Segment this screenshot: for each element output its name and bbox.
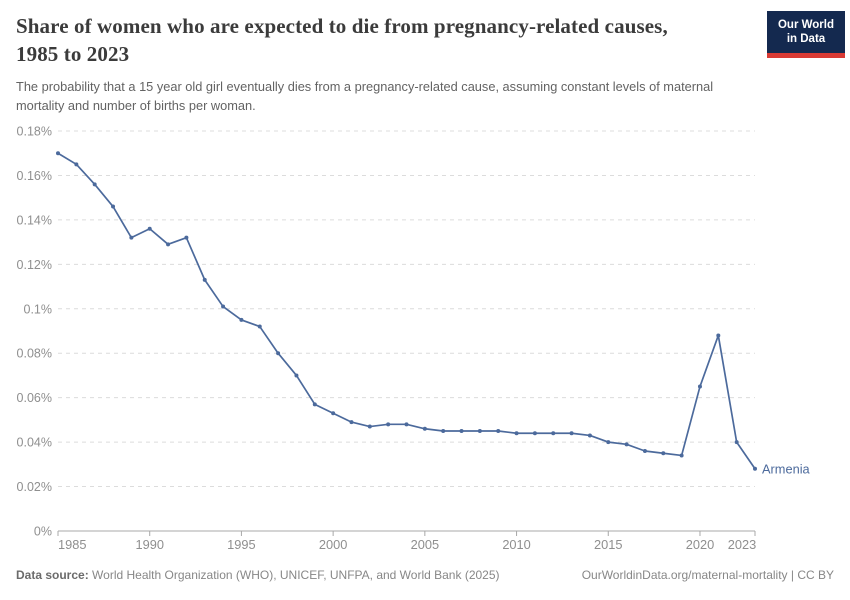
y-axis-tick-label: 0.06%	[17, 391, 52, 405]
data-point	[697, 384, 702, 389]
data-point	[496, 429, 501, 433]
x-axis-tick-label: 2000	[319, 537, 347, 552]
entity-label: Armenia	[762, 461, 811, 476]
data-point	[753, 466, 757, 471]
y-axis-tick-label: 0.12%	[17, 258, 52, 272]
data-point	[642, 449, 647, 453]
owid-logo-line1: Our World	[777, 19, 834, 31]
data-point	[257, 324, 262, 329]
y-axis-tick-label: 0.02%	[17, 480, 52, 494]
data-point	[587, 433, 592, 438]
data-point	[294, 373, 299, 378]
data-point	[624, 442, 629, 447]
data-point	[441, 429, 446, 433]
x-axis-tick-label: 2015	[594, 537, 622, 552]
data-source-note: Data source: World Health Organization (…	[16, 568, 500, 584]
data-point	[74, 162, 79, 167]
page-title: Share of women who are expected to die f…	[16, 14, 668, 66]
data-point	[532, 431, 537, 436]
data-point	[551, 431, 556, 436]
y-axis-tick-label: 0.16%	[17, 169, 52, 183]
data-point	[184, 235, 189, 240]
y-axis-tick-label: 0.18%	[17, 125, 52, 139]
line-chart: 0% 0.02% 0.04% 0.06% 0.08% 0.1% 0.12% 0.14% 0.16…	[17, 125, 811, 553]
x-axis-tick-label: 1995	[227, 537, 255, 552]
x-axis-tick-label: 1990	[135, 537, 163, 552]
x-axis-tick-label: 2005	[411, 537, 439, 552]
data-point	[422, 426, 427, 431]
data-point	[477, 429, 482, 433]
data-point	[56, 151, 60, 156]
data-point	[331, 411, 336, 416]
x-axis-tick-label: 2023	[728, 537, 756, 552]
data-source-label: Data source:	[16, 568, 89, 583]
x-axis-tick-label: 2020	[686, 537, 714, 552]
data-point	[166, 242, 171, 247]
y-axis-tick-label: 0.14%	[17, 213, 52, 227]
data-point	[569, 431, 574, 436]
data-point	[404, 422, 409, 427]
data-point	[239, 317, 244, 322]
series-line-armenia	[57, 152, 756, 470]
data-source-text: World Health Organization (WHO), UNICEF,…	[88, 568, 500, 583]
data-point	[276, 351, 281, 356]
data-point	[514, 431, 519, 436]
data-point	[606, 440, 611, 445]
y-axis-tick-label: 0%	[34, 525, 52, 539]
data-point	[716, 333, 721, 338]
data-point	[111, 204, 116, 209]
owid-logo-line2: in Data	[786, 33, 826, 46]
data-point	[386, 422, 391, 427]
data-point	[312, 402, 317, 407]
chart-subtitle: The probability that a 15 year old girl …	[16, 78, 714, 113]
y-axis-tick-label: 0.1%	[24, 302, 53, 316]
data-point	[459, 429, 464, 433]
data-point	[202, 277, 207, 282]
chart-header: Share of women who are expected to die f…	[16, 13, 756, 116]
data-point	[679, 453, 684, 458]
data-point	[349, 420, 354, 425]
owid-logo[interactable]: Our World in Data	[767, 11, 845, 58]
owid-url-license-link[interactable]: OurWorldinData.org/maternal-mortality | …	[581, 568, 834, 583]
x-axis-tick-label: 1985	[58, 537, 86, 552]
data-point	[661, 451, 666, 456]
data-point	[147, 226, 152, 231]
chart-footer: Data source: World Health Organization (…	[16, 568, 834, 584]
x-axis-tick-label: 2010	[502, 537, 530, 552]
data-point	[367, 424, 372, 429]
data-point	[734, 440, 739, 445]
data-point	[129, 235, 134, 240]
y-axis-tick-label: 0.08%	[17, 347, 52, 361]
data-point	[92, 182, 97, 187]
y-axis-tick-label: 0.04%	[17, 436, 52, 450]
data-point	[221, 304, 226, 309]
